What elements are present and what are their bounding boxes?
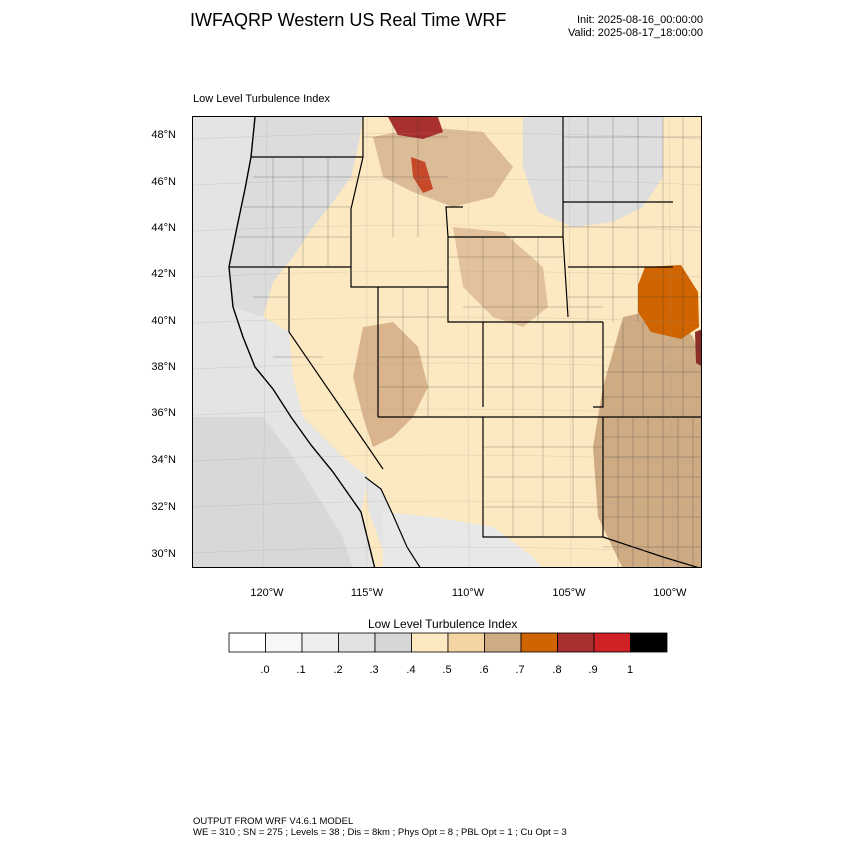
lat-tick-label: 48°N <box>151 129 176 141</box>
colorbar-label: .6 <box>479 664 489 676</box>
field-label: Low Level Turbulence Index <box>193 93 330 105</box>
high-index-idaho-montana <box>388 117 443 139</box>
colorbar-swatch <box>447 632 485 653</box>
colorbar-label: 1 <box>626 664 634 676</box>
moderate-index-utah <box>353 322 428 447</box>
colorbar-swatch <box>557 632 595 653</box>
high-index-kansas-edge <box>695 329 701 366</box>
colorbar-label: .1 <box>296 664 306 676</box>
lon-tick-label: 120°W <box>250 587 284 599</box>
lon-tick-label: 110°W <box>451 587 485 599</box>
low-index-california <box>233 307 368 512</box>
baja-coastline <box>364 476 421 567</box>
moderate-index-montana <box>373 127 513 207</box>
high-index-nebraska-iowa <box>638 265 699 339</box>
colorbar-label: .9 <box>588 664 598 676</box>
footer-model: OUTPUT FROM WRF V4.6.1 MODEL <box>193 816 354 827</box>
colorbar-swatch <box>411 632 449 653</box>
colorbar-swatch <box>484 632 522 653</box>
init-time: Init: 2025-08-16_00:00:00 <box>577 14 703 26</box>
lat-tick-label: 46°N <box>151 176 176 188</box>
colorbar-title: Low Level Turbulence Index <box>368 617 518 631</box>
graticule <box>193 117 701 567</box>
low-index-dakotas <box>523 117 663 227</box>
lon-tick-label: 100°W <box>653 587 687 599</box>
map-panel <box>192 116 702 568</box>
run-time-info: Init: 2025-08-16_00:00:00 Valid: 2025-08… <box>568 14 703 40</box>
chart-title: IWFAQRP Western US Real Time WRF <box>190 10 507 30</box>
colorbar-label: .0 <box>260 664 270 676</box>
colorbar-swatch <box>301 632 339 653</box>
colorbar-swatch <box>338 632 376 653</box>
lat-tick-label: 30°N <box>151 548 176 560</box>
offshore-band <box>193 417 353 567</box>
colorbar-label: .2 <box>333 664 343 676</box>
turbulence-map <box>193 117 701 567</box>
colorbar-swatch <box>265 632 303 653</box>
colorbar-label: .5 <box>442 664 452 676</box>
colorbar-swatch <box>374 632 412 653</box>
lat-tick-label: 44°N <box>151 222 176 234</box>
moderate-index-texas <box>613 407 701 567</box>
colorbar <box>228 632 668 653</box>
colorbar-swatch <box>228 632 266 653</box>
lon-tick-label: 105°W <box>552 587 586 599</box>
high-index-streak <box>411 157 433 193</box>
lat-tick-label: 32°N <box>151 501 176 513</box>
lon-tick-label: 115°W <box>350 587 384 599</box>
moderate-index-wyoming <box>453 227 548 327</box>
model-info-footer: OUTPUT FROM WRF V4.6.1 MODEL WE = 310 ; … <box>193 816 567 838</box>
lat-tick-label: 36°N <box>151 407 176 419</box>
lat-tick-label: 34°N <box>151 454 176 466</box>
valid-time: Valid: 2025-08-17_18:00:00 <box>568 27 703 39</box>
colorbar-label: .4 <box>406 664 416 676</box>
low-index-mexico <box>383 512 542 567</box>
colorbar-swatch <box>630 632 668 653</box>
colorbar-swatch <box>593 632 631 653</box>
footer-settings: WE = 310 ; SN = 275 ; Levels = 38 ; Dis … <box>193 827 567 838</box>
lat-tick-label: 38°N <box>151 361 176 373</box>
colorbar-label: .3 <box>369 664 379 676</box>
colorbar-swatch <box>520 632 558 653</box>
colorbar-label: .8 <box>552 664 562 676</box>
county-borders <box>237 117 701 567</box>
lat-tick-label: 40°N <box>151 315 176 327</box>
lat-tick-label: 42°N <box>151 268 176 280</box>
colorbar-label: .7 <box>515 664 525 676</box>
coastline <box>228 117 376 567</box>
